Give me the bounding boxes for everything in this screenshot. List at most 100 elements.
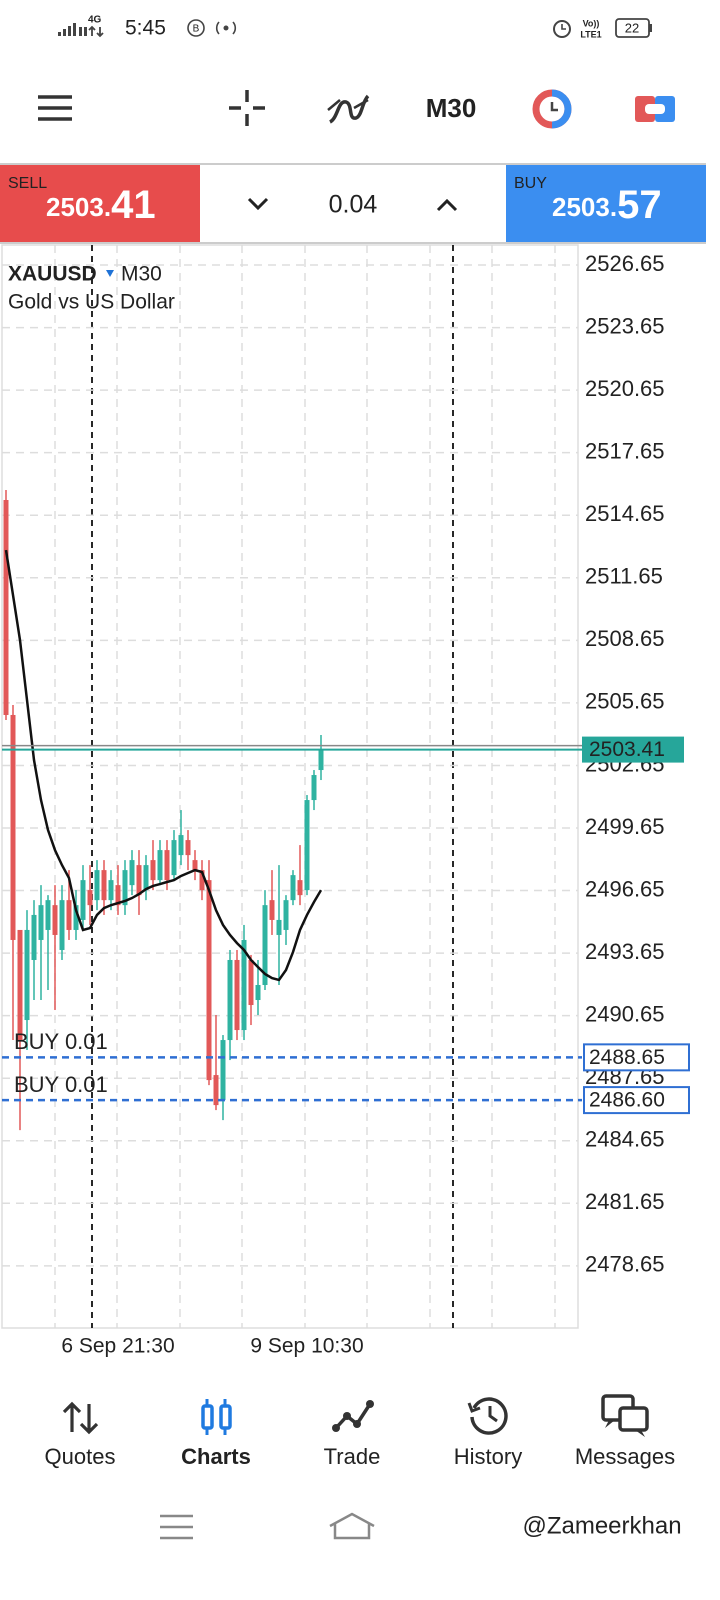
y-tick-label: 2520.65 xyxy=(585,376,665,401)
candle-body xyxy=(3,500,9,715)
sell-price-pips: 41 xyxy=(111,183,156,227)
status-bar: 4G 5:45 B Vo)) LTE1 22 xyxy=(58,15,652,40)
candle-body xyxy=(304,800,310,891)
y-tick-label: 2523.65 xyxy=(585,313,665,338)
battery-level: 22 xyxy=(625,20,639,35)
menu-button[interactable] xyxy=(38,95,72,121)
y-tick-label: 2517.65 xyxy=(585,438,665,463)
candle-body xyxy=(220,1040,226,1101)
clock: 5:45 xyxy=(125,17,166,40)
volume-down[interactable] xyxy=(247,197,269,211)
candle-body xyxy=(80,880,86,920)
candle-body xyxy=(59,900,65,950)
buy-price-pips: 57 xyxy=(617,183,662,227)
moving-average xyxy=(4,549,323,982)
chart: BUY 0.01 BUY 0.01 xyxy=(1,244,582,1329)
indicators-button[interactable] xyxy=(327,94,370,124)
candle-body xyxy=(241,939,247,1031)
candle-body xyxy=(122,870,128,906)
y-tick-label: 2490.65 xyxy=(585,1001,665,1026)
candle-body xyxy=(171,840,177,876)
y-tick-label: 2499.65 xyxy=(585,814,665,839)
candle-body xyxy=(164,850,170,881)
candle-body xyxy=(115,885,121,906)
order-price-label: 2488.65 xyxy=(589,1046,665,1069)
y-tick-label: 2496.65 xyxy=(585,876,665,901)
x-tick-label: 9 Sep 10:30 xyxy=(250,1335,363,1358)
chart-timeframe: M30 xyxy=(121,263,162,286)
symbol[interactable]: XAUUSD xyxy=(8,263,97,286)
candle-body xyxy=(143,865,149,891)
candle-body xyxy=(290,875,296,901)
x-tick-label: 6 Sep 21:30 xyxy=(61,1335,174,1358)
y-tick-label: 2493.65 xyxy=(585,939,665,964)
volume[interactable]: 0.04 xyxy=(329,191,378,219)
vertical-grid xyxy=(54,245,556,1328)
candle-body xyxy=(276,919,282,935)
trade-bar: SELL 2503.41 0.04 BUY 2503.57 xyxy=(0,163,706,244)
one-click-button[interactable] xyxy=(532,89,572,129)
candle-body xyxy=(38,905,44,940)
crosshair-button[interactable] xyxy=(229,90,265,126)
system-nav: @Zameerkhan xyxy=(160,1512,682,1539)
candle-body xyxy=(262,905,268,986)
candle-body xyxy=(297,880,303,896)
candle-body xyxy=(185,840,191,856)
y-tick-label: 2511.65 xyxy=(585,564,663,589)
candle-body xyxy=(73,905,79,930)
sell-button[interactable]: SELL 2503.41 xyxy=(0,165,200,242)
trade-button[interactable] xyxy=(635,96,675,122)
y-tick-label: 2505.65 xyxy=(585,689,665,714)
y-tick-label: 2526.65 xyxy=(585,251,665,276)
candle-body xyxy=(157,850,163,881)
buy-label: BUY xyxy=(514,175,547,192)
order-price-box xyxy=(583,1043,690,1072)
svg-text:B: B xyxy=(193,24,200,35)
candle-body xyxy=(52,905,58,935)
nav-tab[interactable]: Trade xyxy=(324,1444,381,1469)
candle-body xyxy=(206,880,212,1081)
symbol-description: Gold vs US Dollar xyxy=(8,291,175,314)
candle-body xyxy=(10,714,16,940)
nav-tab[interactable]: Quotes xyxy=(45,1444,116,1469)
candle-body xyxy=(45,900,51,930)
nav-tab[interactable]: Charts xyxy=(181,1444,251,1469)
candle-body xyxy=(136,865,142,896)
candle-body xyxy=(248,959,254,1006)
chart-overlay: XAUUSD M30 Gold vs US Dollar xyxy=(8,263,175,314)
candle-body xyxy=(269,900,275,920)
sell-label: SELL xyxy=(8,175,47,192)
nav-tab[interactable]: Messages xyxy=(575,1444,675,1469)
nav-tab[interactable]: History xyxy=(454,1444,522,1469)
bid-price-box xyxy=(582,736,684,763)
candle-body xyxy=(94,870,100,901)
period-separators xyxy=(91,245,454,1328)
candle-body xyxy=(283,900,289,930)
candle-body xyxy=(318,749,324,771)
buy-button[interactable]: BUY 2503.57 xyxy=(506,165,706,242)
timeframe-button[interactable]: M30 xyxy=(426,93,477,123)
candle-body xyxy=(31,914,37,960)
candle-body xyxy=(192,860,198,871)
volume-up[interactable] xyxy=(436,198,458,212)
candle-body xyxy=(255,985,261,1001)
candle-body xyxy=(234,959,240,1031)
y-tick-label: 2514.65 xyxy=(585,501,665,526)
candle-body xyxy=(178,835,184,856)
order-label: BUY 0.01 xyxy=(14,1029,108,1054)
y-tick-label: 2478.65 xyxy=(585,1252,665,1277)
svg-text:LTE1: LTE1 xyxy=(580,29,601,39)
y-tick-label: 2484.65 xyxy=(585,1127,665,1152)
order-price-label: 2486.60 xyxy=(589,1089,665,1112)
candle-body xyxy=(129,860,135,886)
watermark: @Zameerkhan xyxy=(522,1512,681,1539)
bottom-nav xyxy=(62,1394,649,1437)
order-price-box xyxy=(583,1086,690,1115)
candle-body xyxy=(311,775,317,801)
candle-body xyxy=(199,870,205,891)
sell-price-main: 2503. xyxy=(46,192,111,222)
candle-body xyxy=(227,959,233,1041)
candle-body xyxy=(101,870,107,901)
